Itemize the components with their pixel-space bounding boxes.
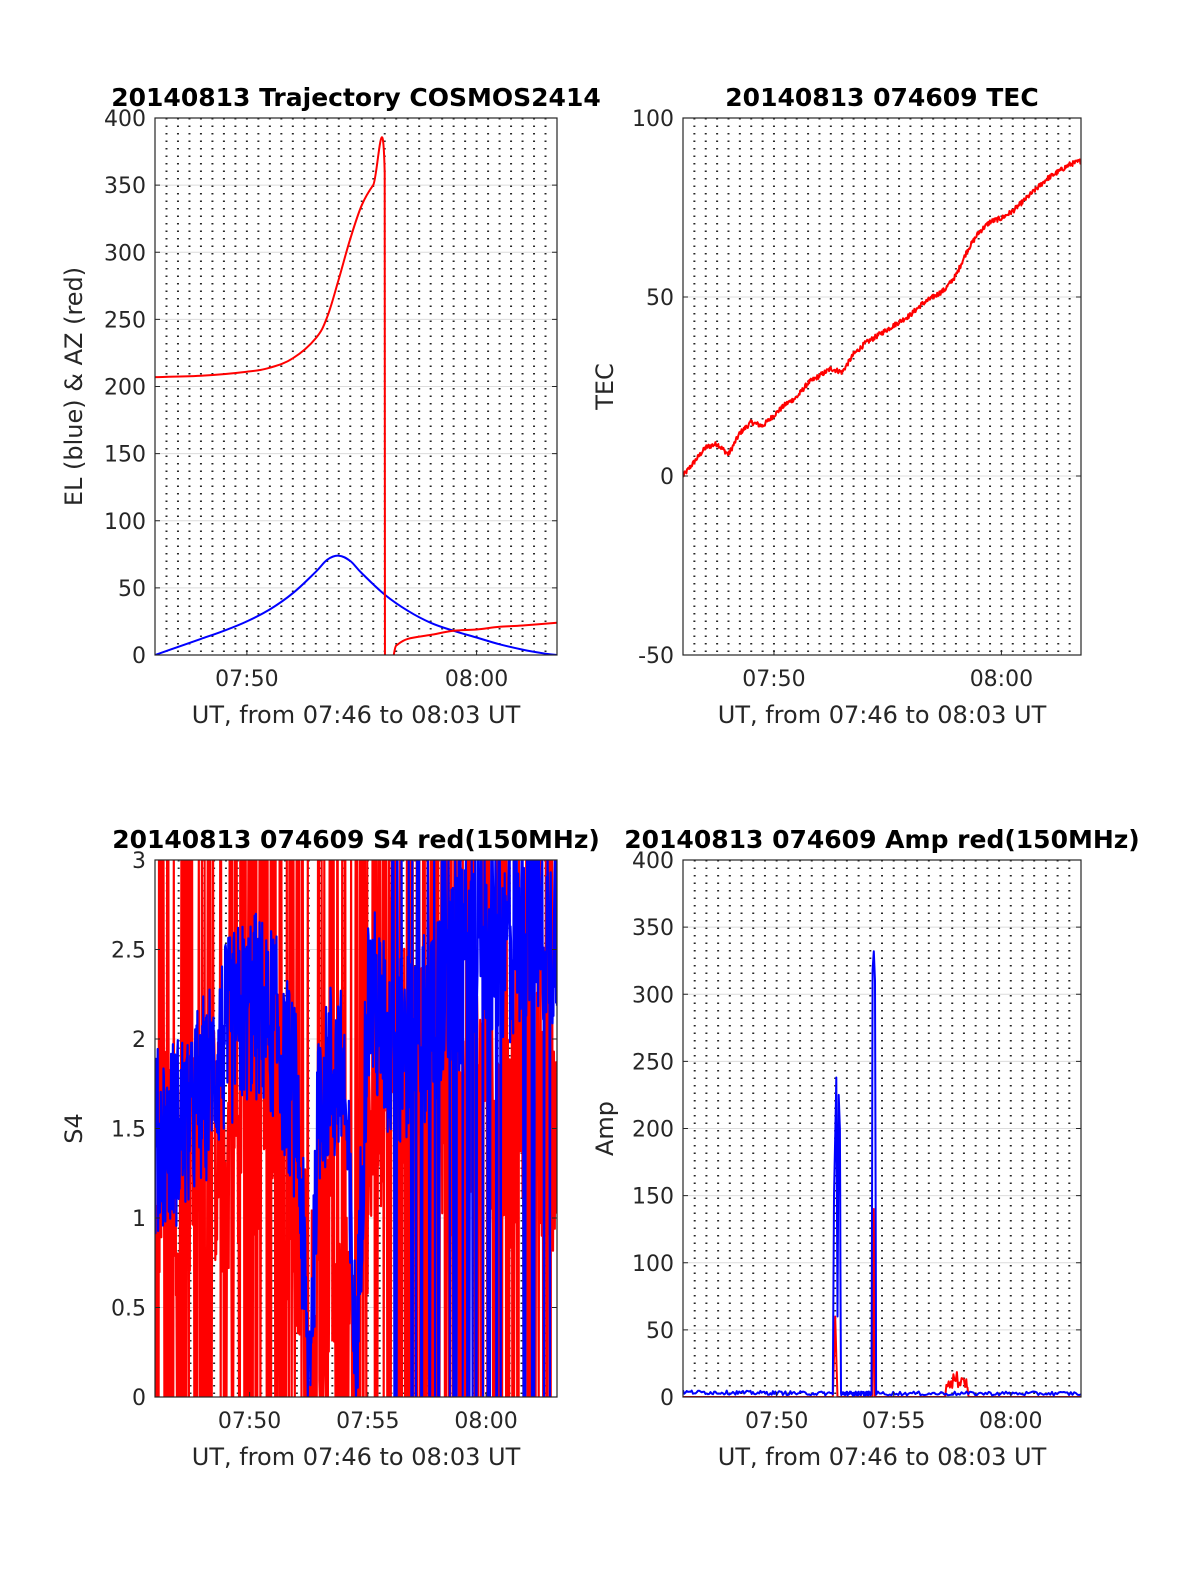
chart-4: 0 50 100 150 200 250 300 350 400 07:50 07:55 08:00 2… xyxy=(591,825,1140,1471)
y-tick-label: 300 xyxy=(632,983,674,1008)
y-tick-label: 400 xyxy=(104,107,146,132)
y-tick-label: 100 xyxy=(104,510,146,535)
series-blue xyxy=(155,860,557,1397)
chart-title: 20140813 Trajectory COSMOS2414 xyxy=(111,83,601,112)
y-tick-label: 250 xyxy=(632,1050,674,1075)
chart-2: -50 0 50 100 07:50 08:00 20140813 074609 TEC UT… xyxy=(591,83,1082,729)
y-tick-label: 100 xyxy=(632,1252,674,1277)
series-blue xyxy=(155,554,557,655)
y-tick-label: 3 xyxy=(132,849,146,874)
y-axis-label: Amp xyxy=(591,1101,619,1156)
y-tick-label: 400 xyxy=(632,849,674,874)
chart-1: 0 50 100 150 200 250 300 350 400 07:50 08:00 201408… xyxy=(60,83,601,729)
y-tick-label: 250 xyxy=(104,308,146,333)
x-tick-label: 07:50 xyxy=(215,667,278,692)
y-tick-label: 200 xyxy=(104,376,146,401)
x-tick-label: 07:55 xyxy=(336,1409,399,1434)
x-tick-label: 08:00 xyxy=(445,667,508,692)
y-tick-label: 0 xyxy=(132,644,146,669)
y-axis-label: EL (blue) & AZ (red) xyxy=(60,267,88,506)
series-blue xyxy=(683,950,1081,1397)
axes-frame xyxy=(682,117,1082,656)
y-tick-label: 300 xyxy=(104,241,146,266)
y-tick-label: 350 xyxy=(632,916,674,941)
y-tick-label: 50 xyxy=(118,577,146,602)
x-axis-label: UT, from 07:46 to 08:03 UT xyxy=(718,1443,1047,1471)
x-tick-label: 08:00 xyxy=(970,667,1033,692)
y-tick-label: 1 xyxy=(132,1207,146,1232)
plot-area xyxy=(683,950,1081,1397)
y-tick-label: 0 xyxy=(132,1386,146,1411)
y-tick-label: 1.5 xyxy=(111,1118,146,1143)
chart-title: 20140813 074609 TEC xyxy=(725,83,1038,112)
y-tick-label: 50 xyxy=(646,1319,674,1344)
y-tick-label: 2 xyxy=(132,1028,146,1053)
plot-area xyxy=(155,136,557,655)
x-axis-label: UT, from 07:46 to 08:03 UT xyxy=(718,701,1047,729)
y-tick-label: -50 xyxy=(638,644,674,669)
x-axis-label: UT, from 07:46 to 08:03 UT xyxy=(192,1443,521,1471)
x-axis-label: UT, from 07:46 to 08:03 UT xyxy=(192,701,521,729)
chart-title: 20140813 074609 Amp red(150MHz) xyxy=(624,825,1140,854)
y-tick-label: 0 xyxy=(660,1386,674,1411)
y-tick-label: 0.5 xyxy=(111,1297,146,1322)
y-tick-label: 0 xyxy=(660,465,674,490)
x-tick-label: 07:50 xyxy=(745,1409,808,1434)
x-tick-label: 08:00 xyxy=(979,1409,1042,1434)
x-tick-label: 08:00 xyxy=(454,1409,517,1434)
plot-area xyxy=(683,158,1081,478)
y-tick-label: 150 xyxy=(632,1185,674,1210)
y-tick-label: 50 xyxy=(646,286,674,311)
y-tick-label: 350 xyxy=(104,174,146,199)
x-tick-label: 07:50 xyxy=(742,667,805,692)
plot-area xyxy=(155,860,557,1397)
x-tick-label: 07:55 xyxy=(862,1409,925,1434)
x-tick-label: 07:50 xyxy=(218,1409,281,1434)
series-red xyxy=(155,136,557,655)
y-tick-label: 150 xyxy=(104,443,146,468)
chart-title: 20140813 074609 S4 red(150MHz) xyxy=(112,825,600,854)
y-axis-label: S4 xyxy=(60,1113,88,1144)
y-tick-label: 2.5 xyxy=(111,939,146,964)
chart-3: 0 0.5 1 1.5 2 2.5 3 07:50 07:55 08:00 20140813 074… xyxy=(60,825,600,1471)
y-axis-label: TEC xyxy=(591,363,619,411)
y-tick-label: 200 xyxy=(632,1118,674,1143)
series-red xyxy=(683,158,1081,478)
y-tick-label: 100 xyxy=(632,107,674,132)
